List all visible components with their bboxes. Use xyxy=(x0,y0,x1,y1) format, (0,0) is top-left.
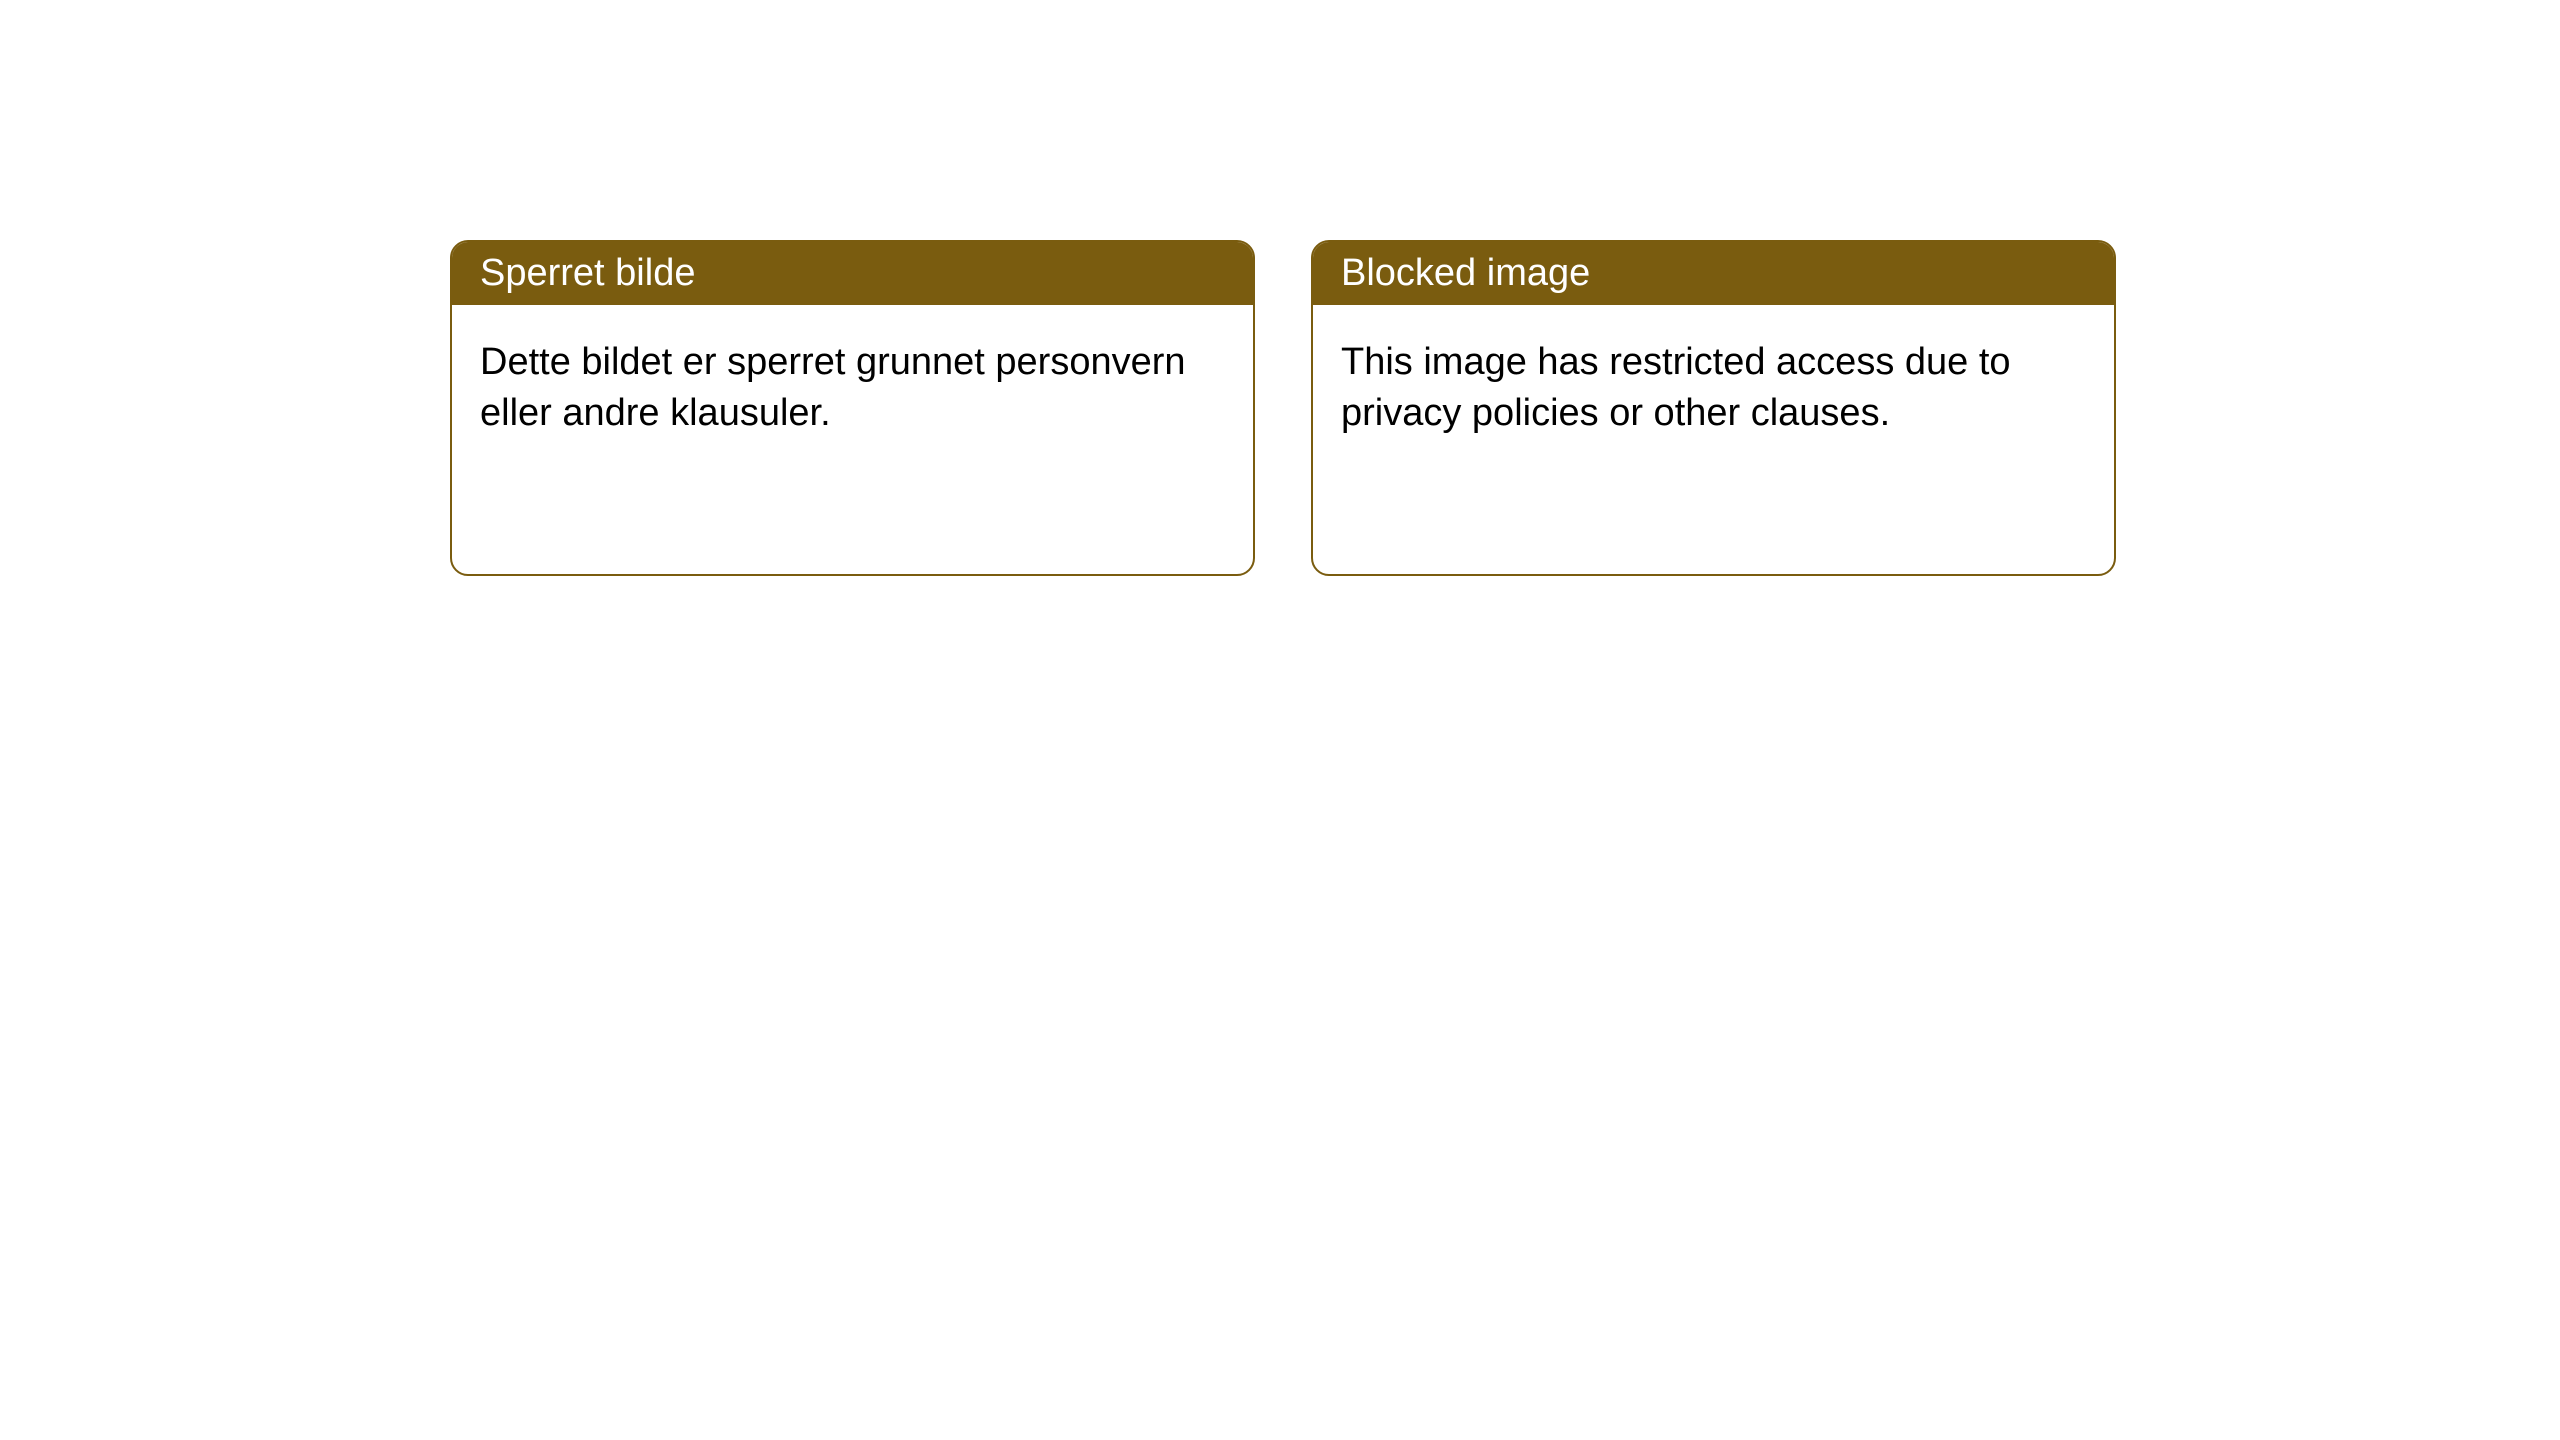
card-body-text: This image has restricted access due to … xyxy=(1341,341,2011,434)
notice-card-norwegian: Sperret bilde Dette bildet er sperret gr… xyxy=(450,240,1255,576)
notice-card-english: Blocked image This image has restricted … xyxy=(1311,240,2116,576)
card-header: Blocked image xyxy=(1313,242,2114,305)
card-body: This image has restricted access due to … xyxy=(1313,305,2114,472)
card-header-title: Blocked image xyxy=(1341,252,1590,294)
card-body: Dette bildet er sperret grunnet personve… xyxy=(452,305,1253,472)
card-body-text: Dette bildet er sperret grunnet personve… xyxy=(480,341,1186,434)
card-header-title: Sperret bilde xyxy=(480,252,695,294)
card-header: Sperret bilde xyxy=(452,242,1253,305)
notice-cards-container: Sperret bilde Dette bildet er sperret gr… xyxy=(450,240,2116,576)
